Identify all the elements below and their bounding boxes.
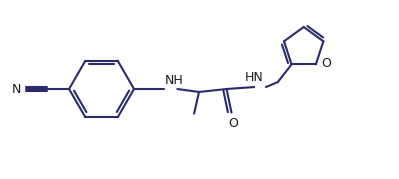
Text: NH: NH (164, 74, 183, 87)
Text: HN: HN (245, 71, 263, 84)
Text: O: O (229, 117, 238, 130)
Text: O: O (321, 57, 331, 70)
Text: N: N (12, 83, 21, 96)
